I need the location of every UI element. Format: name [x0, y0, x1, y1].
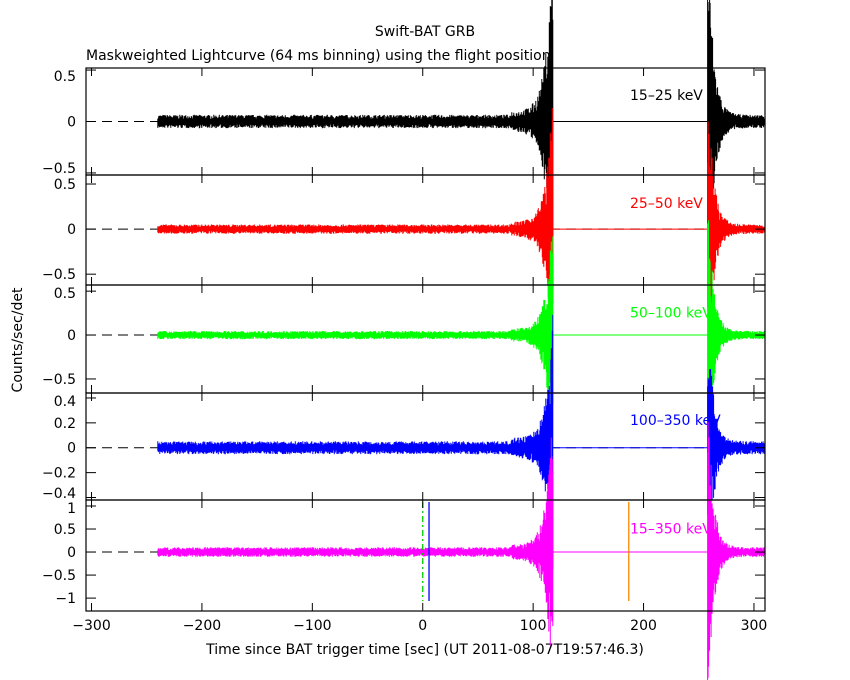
y-tick-label: 0 [67, 222, 76, 238]
y-tick-label: −1 [55, 591, 76, 607]
series-5 [157, 421, 766, 680]
chart-title: Swift-BAT GRB [375, 24, 475, 40]
x-tick-label: −100 [293, 618, 331, 634]
x-tick-label: 100 [520, 618, 547, 634]
panel-3: 0.5 0 −0.5 50–100 keV [42, 220, 766, 443]
panel-frame [85, 499, 766, 612]
band-label: 15–25 keV [630, 88, 703, 104]
series-1 [157, 0, 766, 307]
y-tick-label: 0.2 [54, 416, 76, 432]
band-label: 25–50 keV [630, 196, 703, 212]
y-tick-label: 0 [67, 328, 76, 344]
y-tick-label: 0.5 [54, 286, 76, 302]
y-tick-label: −0.5 [42, 161, 76, 177]
y-tick-label: 0.5 [54, 69, 76, 85]
y-tick-label: −0.2 [42, 466, 76, 482]
panel-1: 0.5 0 −0.5 15–25 keV [42, 0, 766, 307]
band-label: 15–350 keV [630, 521, 712, 537]
y-tick-label: −0.4 [42, 486, 76, 502]
y-tick-label: −0.5 [42, 372, 76, 388]
x-tick-label: 300 [741, 618, 768, 634]
x-tick-label: 200 [630, 618, 657, 634]
x-tick-label: 0 [418, 618, 427, 634]
series-3 [157, 220, 766, 443]
y-tick-label: 0 [67, 441, 76, 457]
y-tick-label: 0.5 [54, 177, 76, 193]
y-tick-label: 0 [67, 115, 76, 131]
y-axis-label: Counts/sec/det [10, 287, 26, 392]
panel-frame [85, 284, 766, 394]
y-tick-label: 0.4 [54, 394, 76, 410]
y-tick-label: −0.5 [42, 568, 76, 584]
x-axis-label: Time since BAT trigger time [sec] (UT 20… [205, 642, 644, 658]
x-tick-label: −200 [183, 618, 221, 634]
series-4 [157, 314, 766, 570]
y-tick-label: 1 [67, 501, 76, 517]
panel-5: 1 0.5 0 −0.5 −1 15–350 keV [42, 421, 766, 680]
y-tick-label: −0.5 [42, 267, 76, 283]
y-tick-label: 0.5 [54, 522, 76, 538]
x-tick-label: −300 [72, 618, 110, 634]
panel-2: 0.5 0 −0.5 25–50 keV [42, 108, 766, 353]
series-2 [157, 108, 766, 353]
chart-subtitle: Maskweighted Lightcurve (64 ms binning) … [86, 48, 551, 64]
band-label: 50–100 keV [630, 305, 712, 321]
band-label: 100–350 keV [630, 413, 721, 429]
y-tick-label: 0 [67, 545, 76, 561]
